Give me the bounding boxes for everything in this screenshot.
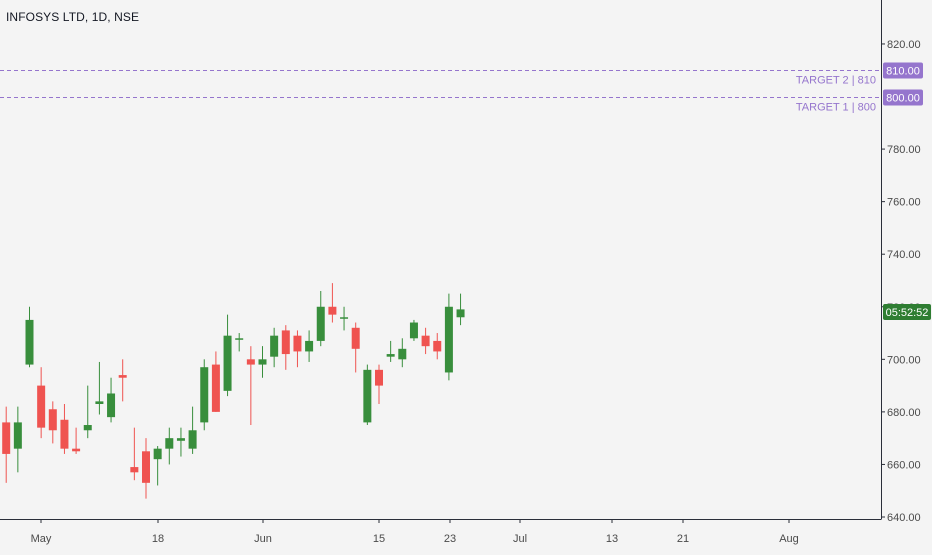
candle-down: [433, 340, 442, 352]
candle-up: [305, 340, 314, 352]
candle-up: [363, 369, 372, 423]
target-price-badge-text: 800.00: [886, 93, 920, 105]
symbol-title[interactable]: INFOSYS LTD, 1D, NSE: [6, 10, 140, 24]
target-label: TARGET 2 | 810: [796, 75, 876, 87]
target-lines: TARGET 2 | 810 TARGET 1 | 800: [0, 70, 881, 114]
candle-up: [83, 425, 92, 431]
candle-down: [72, 448, 81, 452]
candle-down: [421, 335, 430, 347]
candle-up: [444, 306, 453, 373]
candle-up: [270, 335, 279, 357]
candle-down: [118, 375, 127, 378]
candle-up: [409, 322, 418, 339]
candle-down: [246, 359, 255, 365]
x-tick-label: Jul: [513, 533, 527, 545]
x-tick-label: 23: [444, 533, 456, 545]
axes: 640.00660.00680.00700.00720.00740.00760.…: [0, 0, 921, 545]
y-tick-label: 760.00: [887, 197, 921, 209]
candle-up: [386, 354, 395, 357]
candle-down: [37, 385, 46, 428]
candle-down: [211, 364, 220, 412]
y-tick-label: 700.00: [887, 354, 921, 366]
candle-up: [153, 448, 162, 460]
candle-down: [293, 335, 302, 352]
x-tick-label: Jun: [254, 533, 272, 545]
x-tick-label: 15: [373, 533, 385, 545]
candle-down: [130, 467, 139, 473]
candle-up: [188, 430, 197, 449]
candle-up: [25, 319, 34, 365]
candle-up: [13, 422, 22, 449]
candle-down: [281, 330, 290, 355]
target-price-badge: [883, 89, 923, 106]
target-label: TARGET 1 | 800: [796, 102, 876, 114]
candle-down: [48, 409, 57, 431]
countdown-badge-text: 05:52:52: [886, 307, 929, 319]
candle-up: [340, 317, 349, 319]
candle-up: [456, 309, 465, 318]
candle-up: [398, 348, 407, 360]
candle-up: [176, 438, 185, 441]
candle-down: [60, 419, 69, 449]
candles: [2, 283, 465, 499]
x-tick-label: 13: [606, 533, 618, 545]
x-tick-label: 21: [677, 533, 689, 545]
y-tick-label: 780.00: [887, 144, 921, 156]
candle-up: [200, 367, 209, 423]
target-price-badge-text: 810.00: [886, 66, 920, 78]
candle-down: [375, 369, 383, 386]
candle-down: [2, 422, 11, 454]
y-tick-label: 640.00: [887, 512, 921, 524]
candle-up: [235, 338, 244, 340]
countdown-badge: [883, 304, 931, 321]
candle-down: [351, 327, 360, 349]
y-tick-label: 660.00: [887, 459, 921, 471]
candle-up: [107, 393, 116, 418]
candle-up: [223, 335, 232, 391]
target-price-badge: [883, 62, 923, 79]
y-tick-label: 820.00: [887, 39, 921, 51]
candle-up: [165, 438, 174, 449]
price-badges: 810.00 800.00 05:52:52: [883, 62, 931, 321]
candle-up: [95, 401, 104, 404]
x-tick-label: May: [31, 533, 52, 545]
y-tick-label: 740.00: [887, 249, 921, 261]
candle-up: [258, 359, 267, 365]
candle-up: [316, 306, 325, 341]
candle-down: [328, 306, 337, 315]
x-tick-label: Aug: [779, 533, 799, 545]
y-tick-label: 680.00: [887, 407, 921, 419]
candle-down: [142, 451, 150, 483]
x-tick-label: 18: [152, 533, 164, 545]
